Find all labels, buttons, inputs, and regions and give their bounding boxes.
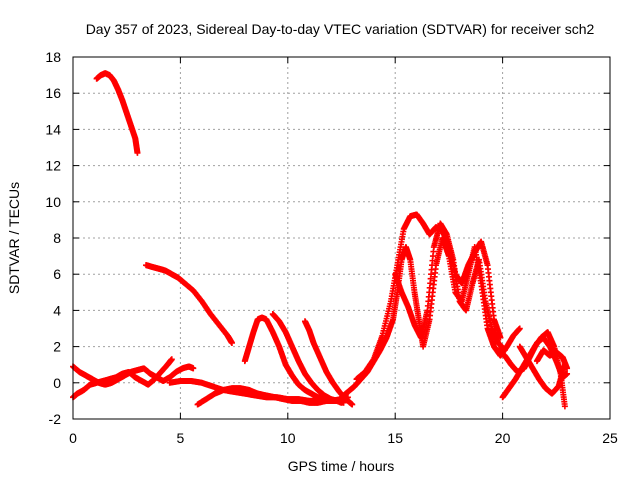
series-arc12 xyxy=(392,220,508,354)
y-tick-label: 6 xyxy=(53,266,61,282)
x-tick-label: 15 xyxy=(387,430,403,446)
data-point xyxy=(349,401,356,408)
data-point xyxy=(168,356,175,363)
series-arc10 xyxy=(338,235,523,401)
series-arc2 xyxy=(143,262,235,346)
data-point xyxy=(190,365,197,372)
series-arc1 xyxy=(93,70,141,156)
data-point xyxy=(516,325,523,332)
y-tick-label: 2 xyxy=(53,339,61,355)
x-tick-label: 10 xyxy=(280,430,296,446)
series-arc8 xyxy=(269,311,347,406)
x-tick-label: 0 xyxy=(69,430,77,446)
y-axis-label: SDTVAR / TECUs xyxy=(6,182,22,294)
data-point xyxy=(564,365,571,372)
chart-title: Day 357 of 2023, Sidereal Day-to-day VTE… xyxy=(86,21,595,37)
x-tick-label: 25 xyxy=(602,430,618,446)
grid xyxy=(73,57,610,419)
y-tick-label: 4 xyxy=(53,302,61,318)
y-tick-label: -2 xyxy=(49,411,62,427)
y-tick-label: 18 xyxy=(45,49,61,65)
series-arc16 xyxy=(533,347,571,372)
data-point xyxy=(340,399,347,406)
data-point xyxy=(501,347,508,354)
x-tick-label: 20 xyxy=(495,430,511,446)
data-point xyxy=(134,149,141,156)
y-tick-label: 16 xyxy=(45,85,61,101)
series-arc15 xyxy=(516,343,568,397)
y-tick-label: 12 xyxy=(45,158,61,174)
y-tick-label: 0 xyxy=(53,375,61,391)
data-point xyxy=(228,339,235,346)
y-tick-label: 10 xyxy=(45,194,61,210)
x-tick-label: 5 xyxy=(177,430,185,446)
data-marks xyxy=(70,70,571,410)
x-axis-label: GPS time / hours xyxy=(288,458,395,474)
y-tick-label: 14 xyxy=(45,121,61,137)
y-tick-label: 8 xyxy=(53,230,61,246)
data-point xyxy=(561,403,568,410)
axis-ticks: 0 5 10 15 20 25 -2 0 2 4 6 8 10 12 14 16 18 xyxy=(45,49,618,446)
